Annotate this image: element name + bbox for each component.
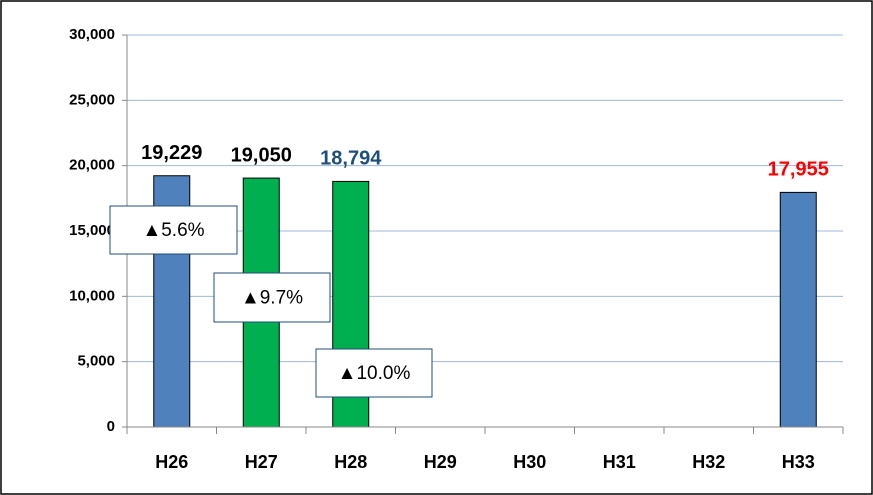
y-tick-label: 25,000 [69,91,115,108]
x-tick-label: H26 [155,452,188,472]
y-tick-label: 10,000 [69,287,115,304]
value-label: 18,794 [320,148,382,170]
y-tick-label: 30,000 [69,26,115,43]
y-tick-label: 20,000 [69,157,115,174]
x-tick-label: H31 [603,452,636,472]
x-tick-label: H27 [245,452,278,472]
y-tick-label: 5,000 [77,353,115,370]
bar [779,191,817,428]
x-tick-label: H30 [513,452,546,472]
annotation: ▲5.6% [142,220,204,241]
value-label: 17,955 [768,159,829,181]
x-tick-label: H29 [424,452,457,472]
y-tick-label: 15,000 [69,222,115,239]
y-tick-label: 0 [107,418,115,435]
value-label: 19,229 [141,142,202,164]
x-tick-label: H33 [782,452,815,472]
x-tick-label: H32 [692,452,725,472]
annotation-box [315,348,433,398]
annotation: ▲10.0% [338,363,411,384]
annotation-box [109,205,238,255]
value-label: 19,050 [231,144,292,166]
annotation-box [213,272,331,323]
x-tick-label: H28 [334,452,367,472]
annotation: ▲9.7% [241,288,303,309]
